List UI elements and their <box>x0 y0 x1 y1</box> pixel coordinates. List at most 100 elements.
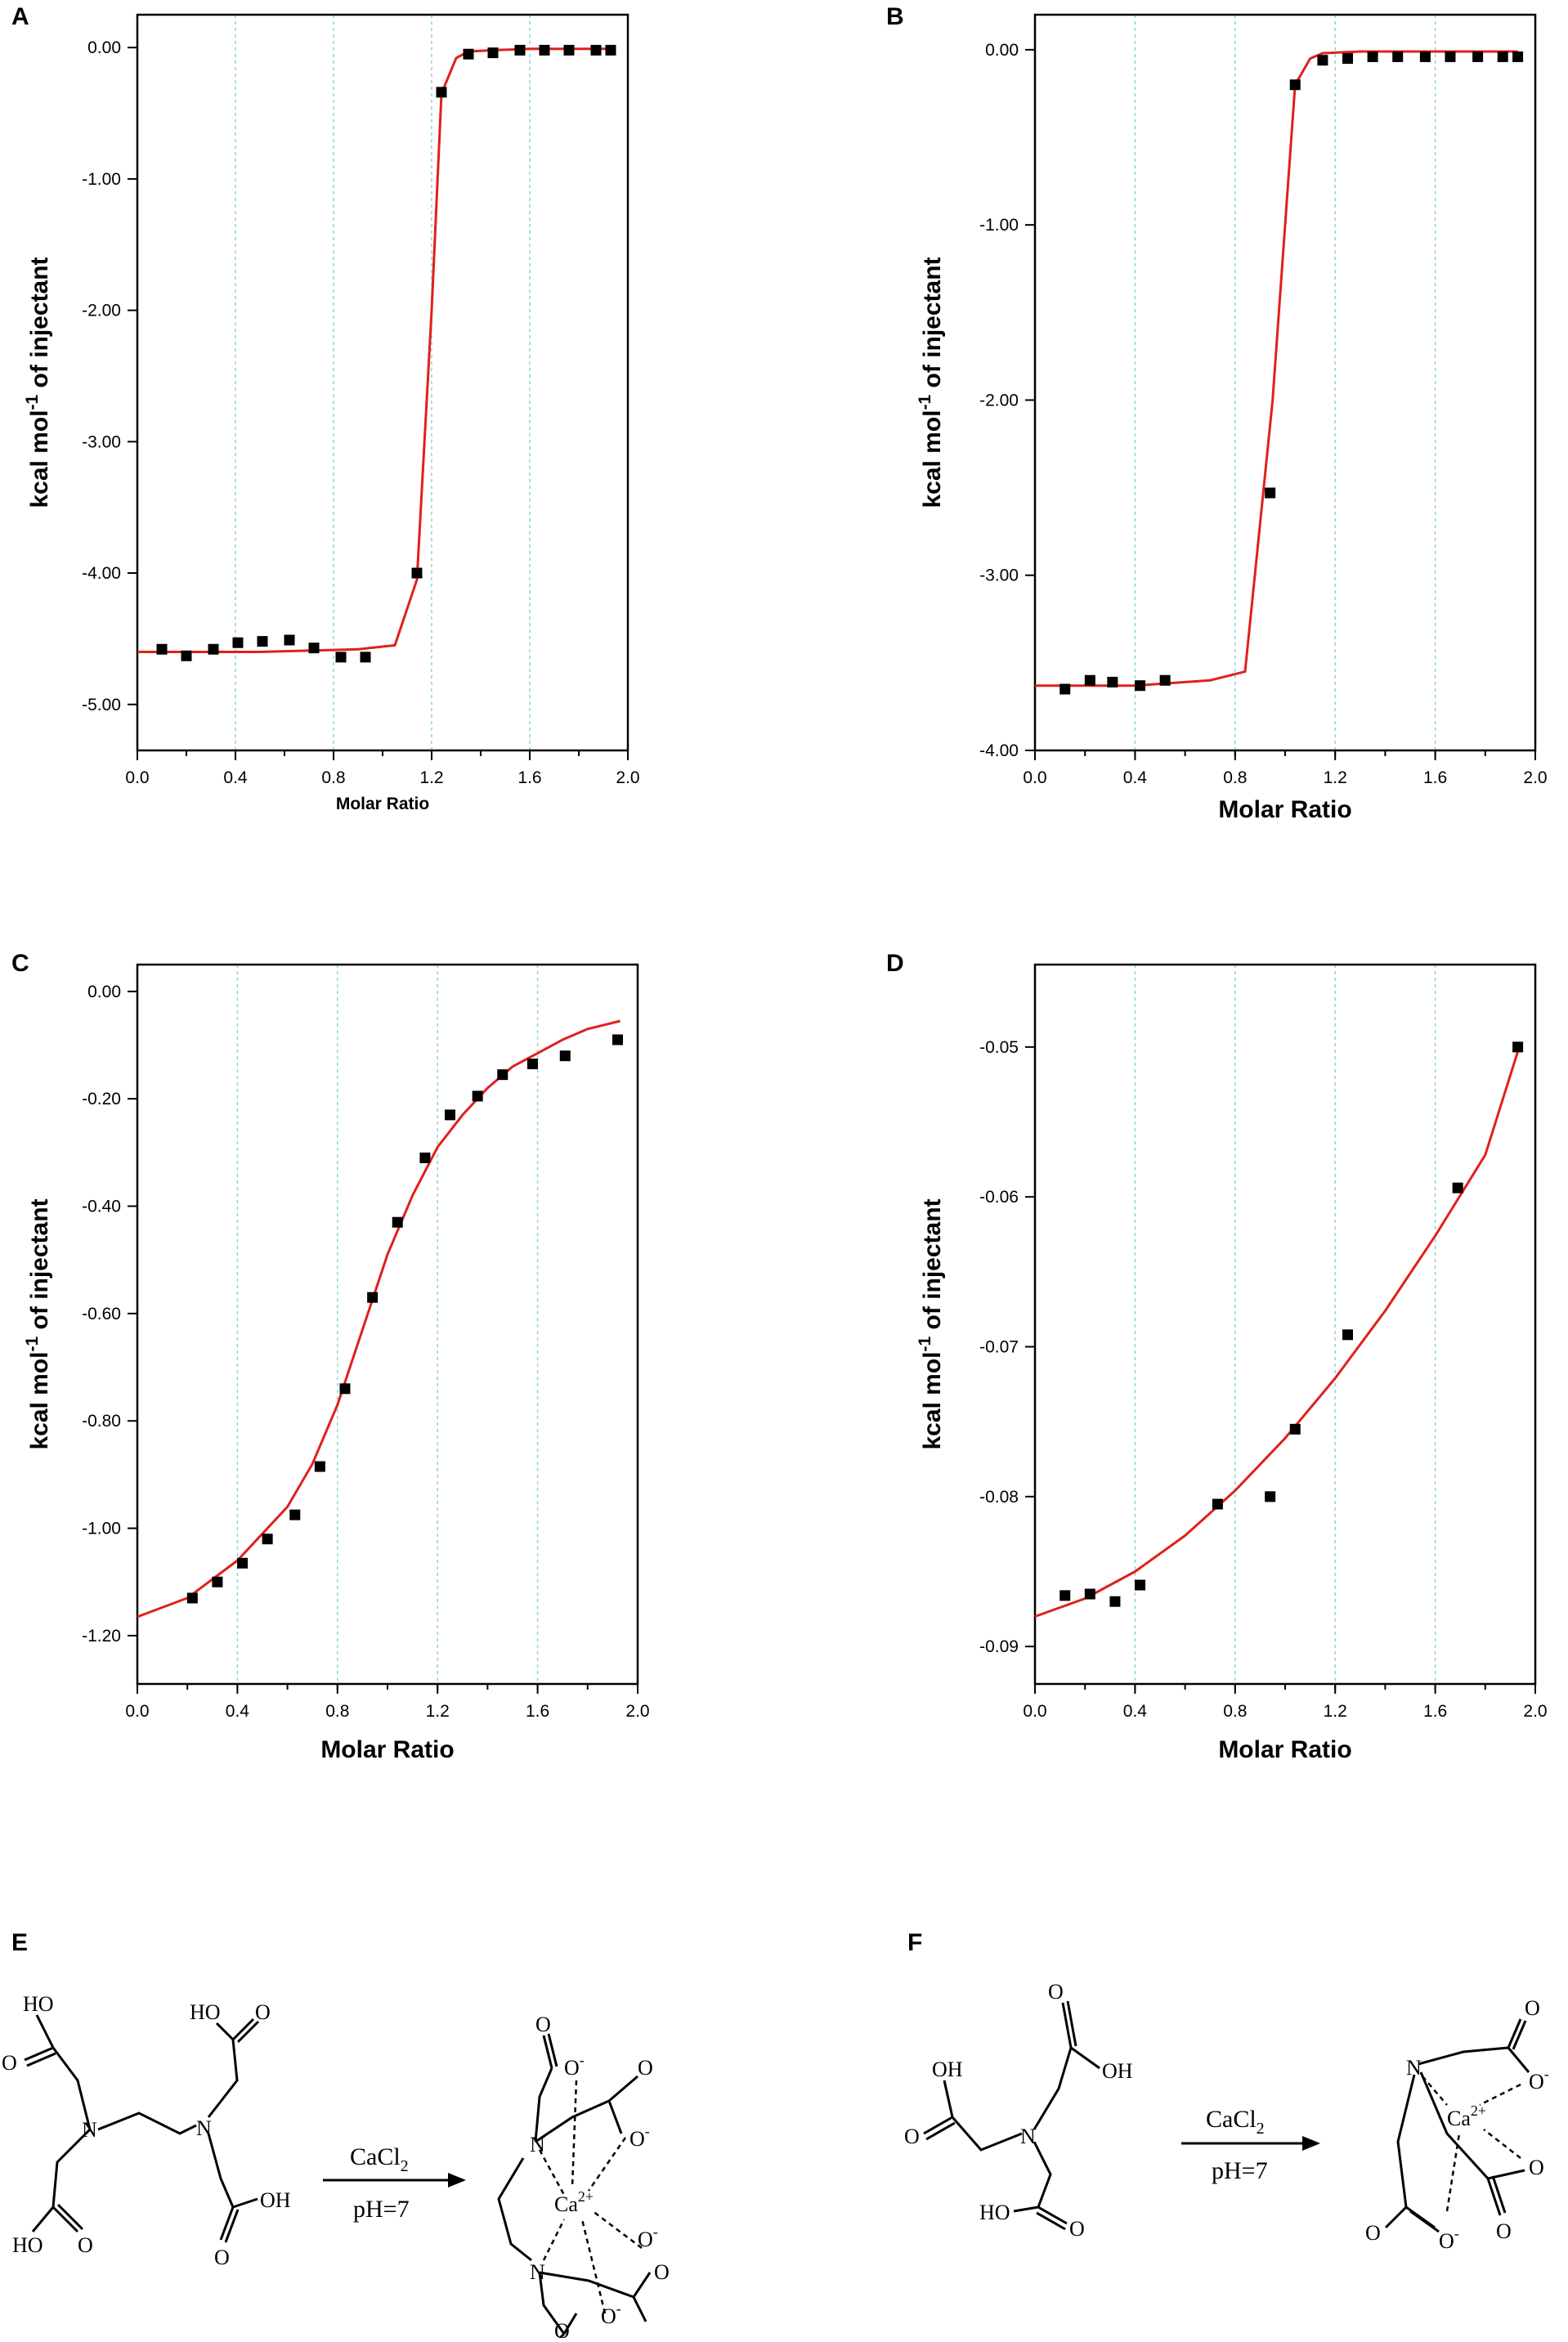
atom-label: N <box>196 2116 212 2140</box>
y-tick-label: -5.00 <box>82 696 121 714</box>
data-point <box>1084 1588 1095 1600</box>
data-point <box>212 1576 223 1587</box>
calcium-label: Ca2+ <box>1447 2102 1486 2130</box>
data-point <box>1342 53 1353 65</box>
chart-b: 0.0 0.4 0.8 1.2 1.6 2.0 0.00 -1.00 -2.00 -3.00 -4.… <box>916 13 1548 823</box>
arrow-head-icon <box>448 2173 466 2188</box>
atom-label: OH <box>1102 2059 1133 2083</box>
data-point <box>487 47 499 59</box>
data-point <box>186 1592 198 1604</box>
atom-label: O <box>214 2246 230 2269</box>
data-point <box>1512 51 1524 62</box>
condition-label: pH=7 <box>1212 2157 1268 2184</box>
panel-e: E HO O N N HO <box>0 1929 785 2342</box>
x-tick-label: 0.0 <box>1023 768 1046 787</box>
plot-frame <box>136 13 629 752</box>
atom-label: O <box>638 2056 653 2080</box>
data-point <box>605 44 616 56</box>
plot-frame <box>1033 13 1537 752</box>
data-point <box>1265 487 1276 499</box>
y-tick-label: -4.00 <box>82 564 121 583</box>
x-tick-label: 0.8 <box>1223 768 1247 787</box>
data-point <box>314 1461 325 1472</box>
data-point <box>612 1034 624 1046</box>
y-tick-label: -0.09 <box>979 1637 1019 1656</box>
coordination-bonds <box>1422 2076 1521 2212</box>
atom-label: HO <box>190 2000 221 2024</box>
data-point <box>1060 1590 1071 1601</box>
data-point <box>1084 674 1095 686</box>
atom-label: O- <box>601 2300 621 2328</box>
data-point <box>411 567 423 579</box>
atom-label: OH <box>260 2188 291 2212</box>
data-point <box>308 643 320 654</box>
panel-c: C 0.0 0.4 0.8 1.2 1.6 2.0 0.00 -0.20 -0.40 -0.60 -… <box>0 940 736 1847</box>
x-axis-label: Molar Ratio <box>1218 796 1351 823</box>
y-tick-label: -0.08 <box>979 1488 1019 1507</box>
atom-label: O <box>1525 1996 1540 2020</box>
y-axis-label: kcal mol-1 of injectant <box>916 257 946 508</box>
x-tick-label: 2.0 <box>625 1702 649 1721</box>
x-tick-label: 0.0 <box>125 768 149 787</box>
panel-f: F O OH OH O N HO O CaCl2 pH=7 <box>875 1929 1568 2338</box>
data-point <box>419 1152 431 1163</box>
data-point <box>436 87 447 98</box>
data-point <box>1342 1329 1353 1341</box>
x-tick-label: 1.2 <box>1324 1702 1347 1721</box>
data-point <box>1419 51 1431 62</box>
plot-frame <box>136 963 639 1686</box>
x-tick-label: 1.2 <box>419 768 443 787</box>
data-point <box>1060 683 1071 695</box>
data-point <box>232 637 244 648</box>
fit-curve <box>1035 50 1518 687</box>
x-tick-label: 0.0 <box>125 1702 149 1721</box>
atom-label: OH <box>932 2058 963 2081</box>
atom-label: HO <box>979 2201 1010 2224</box>
x-tick-label: 1.6 <box>1423 1702 1447 1721</box>
x-tick-label: 0.8 <box>321 768 345 787</box>
y-tick-label: -0.20 <box>82 1090 121 1108</box>
data-point <box>262 1534 273 1545</box>
y-tick-label: -1.00 <box>979 216 1019 235</box>
data-point <box>335 652 347 663</box>
panel-a: A 0.0 0.4 0.8 1.2 1.6 2.0 0.00 -1.00 -2.00 -3.00 -… <box>0 0 736 899</box>
ca-edta-complex <box>497 2033 652 2340</box>
y-tick-label: -1.00 <box>82 170 121 189</box>
data-point <box>1265 1491 1276 1502</box>
x-tick-label: 1.6 <box>1423 768 1447 787</box>
x-tick-label: 2.0 <box>1523 1702 1547 1721</box>
data-point <box>367 1292 379 1303</box>
x-tick-label: 1.6 <box>517 768 541 787</box>
data-point <box>289 1509 301 1520</box>
data-point <box>1512 1041 1524 1053</box>
data-point <box>360 652 371 663</box>
calcium-label: Ca2+ <box>554 2188 594 2216</box>
y-tick-label: -3.00 <box>82 432 121 451</box>
atom-label: N <box>82 2118 97 2142</box>
x-tick-label: 2.0 <box>1523 768 1547 787</box>
chart-d: 0.0 0.4 0.8 1.2 1.6 2.0 -0.05 -0.06 -0.07 -0.08 -0… <box>916 963 1548 1763</box>
y-tick-label: 0.00 <box>985 41 1019 60</box>
y-tick-label: -1.20 <box>82 1627 121 1646</box>
atom-label: O <box>1048 1980 1064 2004</box>
y-tick-label: -1.00 <box>82 1520 121 1538</box>
chart-c: 0.0 0.4 0.8 1.2 1.6 2.0 0.00 -0.20 -0.40 -0.60 -0.… <box>23 963 650 1763</box>
atom-label: O <box>255 2000 271 2024</box>
y-tick-label: -0.06 <box>979 1188 1019 1207</box>
atom-label: N <box>1020 2125 1036 2148</box>
x-tick-label: 2.0 <box>616 768 639 787</box>
data-point <box>1497 51 1508 62</box>
data-point <box>1472 51 1484 62</box>
data-point <box>539 44 550 56</box>
data-point <box>1109 1596 1121 1607</box>
atom-label: HO <box>12 2233 43 2257</box>
y-tick-label: 0.00 <box>87 983 121 1001</box>
chart-a: 0.0 0.4 0.8 1.2 1.6 2.0 0.00 -1.00 -2.00 -3.00 -4.… <box>23 13 640 813</box>
y-axis-label: kcal mol-1 of injectant <box>23 257 53 508</box>
arrow-head-icon <box>1302 2136 1320 2151</box>
panel-letter: F <box>907 1929 923 1956</box>
x-tick-label: 0.8 <box>325 1702 349 1721</box>
panel-letter: E <box>11 1929 29 1956</box>
data-point <box>1289 79 1301 91</box>
fit-curve <box>1034 1050 1520 1618</box>
